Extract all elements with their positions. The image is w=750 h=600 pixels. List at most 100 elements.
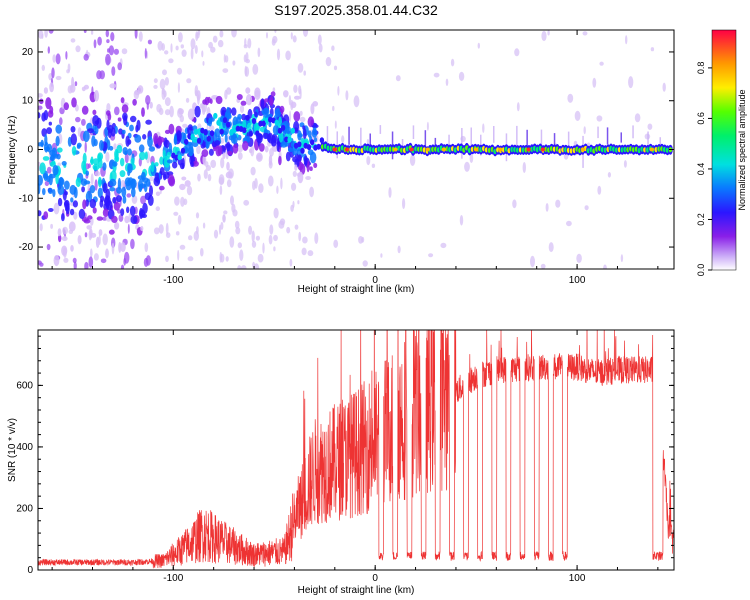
noise-speckle: [512, 199, 517, 209]
noise-speckle: [180, 44, 184, 49]
x-tick-label: 0: [372, 275, 378, 286]
snr-frame: [37, 329, 675, 571]
spectral-cell: [113, 201, 121, 211]
noise-speckle: [111, 242, 115, 255]
noise-speckle: [222, 68, 229, 73]
spectrogram-xlabel: Height of straight line (km): [298, 284, 415, 295]
spectral-cell: [129, 205, 136, 217]
ridge-peak: [393, 147, 398, 152]
spectral-cell: [163, 139, 170, 148]
ridge-cell: [277, 127, 283, 134]
spectral-cell: [215, 95, 223, 105]
x-tick-label: 100: [569, 275, 586, 286]
spectral-cell: [39, 162, 46, 175]
spectral-cell: [271, 133, 278, 143]
noise-speckle: [145, 95, 151, 105]
spectral-cell: [309, 151, 317, 164]
spectral-cell: [245, 87, 251, 94]
ridge-cell: [245, 114, 250, 121]
spectral-cell: [111, 215, 118, 223]
ridge-cell: [248, 130, 253, 137]
spectral-cell: [159, 167, 165, 176]
noise-speckle: [134, 30, 138, 39]
spectral-cell: [105, 200, 113, 211]
spectral-cell: [57, 197, 63, 207]
spectral-cell: [109, 178, 117, 187]
spectral-cell: [242, 140, 249, 151]
noise-speckle: [584, 205, 589, 211]
noise-speckle: [158, 224, 164, 234]
noise-speckle: [268, 175, 274, 187]
colorbar-gradient: [711, 29, 737, 271]
noise-speckle: [210, 159, 217, 169]
spectral-cell: [121, 129, 126, 135]
noise-speckle: [75, 104, 79, 112]
noise-speckle: [153, 84, 158, 89]
noise-speckle: [345, 90, 349, 101]
spectral-cell: [223, 131, 228, 136]
spectral-cell: [48, 121, 52, 126]
spectral-cell: [260, 98, 265, 110]
noise-speckle: [237, 265, 242, 269]
noise-speckle: [361, 236, 365, 243]
y-tick-label: 20: [22, 47, 34, 58]
spectral-streak: [369, 133, 371, 155]
spectral-cell: [102, 182, 108, 194]
noise-speckle: [207, 173, 212, 182]
spectral-cell: [258, 133, 263, 140]
noise-speckle: [257, 47, 261, 58]
spectral-cell: [43, 110, 49, 121]
y-tick-label: -20: [19, 242, 34, 253]
noise-speckle: [38, 105, 43, 110]
noise-speckle: [144, 242, 149, 253]
noise-speckle: [182, 123, 188, 128]
noise-speckle: [305, 176, 311, 180]
spectral-cell: [61, 213, 65, 222]
spectral-cell: [49, 155, 56, 162]
ridge-cell: [213, 112, 218, 119]
noise-speckle: [251, 230, 255, 243]
spectral-cell: [178, 108, 184, 115]
ridge-cell: [303, 142, 308, 149]
spectral-cell: [187, 108, 195, 121]
spectral-cell: [303, 155, 308, 166]
spectral-cell: [202, 154, 207, 166]
spectral-cell: [207, 96, 211, 104]
spectral-cell: [303, 128, 307, 140]
noise-speckle: [299, 116, 306, 123]
spectral-cell: [76, 144, 81, 149]
ridge-cell: [319, 137, 325, 144]
noise-speckle: [566, 220, 572, 227]
noise-speckle: [650, 47, 655, 52]
spectral-cell: [225, 171, 233, 179]
spectral-cell: [136, 119, 141, 131]
spectral-cell: [294, 164, 298, 171]
noise-speckle: [83, 53, 89, 61]
spectral-cell: [52, 165, 59, 176]
noise-speckle: [302, 236, 308, 244]
spectral-cell: [294, 95, 301, 100]
noise-speckle: [257, 253, 264, 263]
spectral-cell: [53, 255, 60, 267]
spectral-cell: [176, 130, 182, 142]
spectral-cell: [117, 177, 121, 190]
noise-speckle: [301, 247, 307, 256]
noise-speckle: [230, 195, 234, 206]
spectral-cell: [42, 156, 50, 161]
noise-speckle: [38, 260, 42, 265]
noise-speckle: [371, 163, 376, 168]
noise-speckle: [235, 226, 241, 235]
spectral-cell: [240, 100, 247, 106]
spectral-cell: [92, 158, 100, 166]
noise-speckle: [75, 116, 81, 123]
spectral-cell: [108, 229, 115, 235]
snr-series-line: [38, 330, 674, 569]
noise-speckle: [280, 177, 283, 190]
spectral-cell: [226, 141, 231, 152]
noise-speckle: [440, 242, 447, 249]
noise-speckle: [276, 185, 279, 194]
spectral-cell: [166, 159, 173, 164]
noise-speckle: [244, 65, 248, 77]
noise-speckle: [165, 255, 169, 262]
